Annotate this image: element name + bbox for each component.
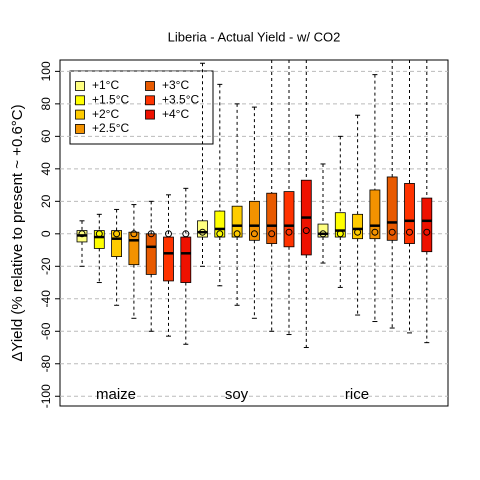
mean-marker (216, 230, 224, 238)
group-label: rice (345, 386, 369, 403)
legend-swatch (75, 81, 85, 91)
box (334, 212, 346, 238)
group-label: soy (225, 386, 249, 403)
box (128, 231, 140, 266)
y-tick-label: 80 (39, 97, 53, 111)
box (283, 191, 295, 248)
box (163, 236, 174, 282)
mean-marker (147, 230, 155, 238)
legend-label: +2.5°C (92, 121, 129, 135)
legend-swatch (75, 95, 85, 106)
mean-marker (250, 230, 258, 238)
y-tick-label: 100 (39, 61, 53, 81)
box (111, 230, 122, 257)
box (231, 205, 243, 238)
y-tick-label: 60 (39, 129, 53, 143)
mean-marker (113, 230, 121, 238)
mean-marker (199, 228, 206, 236)
chart-title: Liberia - Actual Yield - w/ CO2 (168, 29, 341, 44)
y-axis-label: ΔYield (% relative to present ~ +0.6°C) (9, 104, 26, 361)
box (248, 200, 260, 241)
legend-swatch (75, 124, 85, 134)
mean-marker (233, 230, 241, 238)
plot-frame (59, 59, 449, 407)
mean-marker (285, 228, 293, 236)
y-tick-label: -20 (39, 257, 53, 275)
box (180, 236, 192, 283)
legend-label: +2°C (92, 107, 119, 121)
y-tick-label: 40 (39, 162, 53, 176)
legend-label: +1.5°C (92, 92, 129, 106)
mean-marker (371, 228, 379, 236)
y-tick-label: -100 (39, 384, 53, 408)
mean-marker (336, 230, 344, 238)
legend (69, 70, 214, 145)
mean-marker (302, 227, 310, 235)
box (214, 210, 226, 238)
mean-marker (423, 228, 431, 236)
mean-marker (354, 228, 362, 236)
legend-label: +3°C (162, 78, 189, 92)
legend-label: +3.5°C (162, 92, 199, 106)
y-tick-label: 20 (39, 194, 53, 208)
mean-marker (268, 230, 276, 238)
legend-swatch (75, 109, 85, 120)
mean-marker (182, 230, 190, 238)
box (93, 230, 105, 249)
mean-marker (388, 228, 396, 236)
box (266, 192, 278, 244)
box (404, 183, 415, 244)
mean-marker (319, 230, 327, 238)
mean-marker (78, 230, 86, 238)
legend-label: +1°C (92, 78, 119, 92)
box (369, 189, 381, 240)
y-tick-label: 0 (39, 230, 53, 237)
mean-marker (165, 230, 172, 238)
box (386, 176, 398, 241)
box (421, 197, 433, 253)
mean-marker (130, 230, 138, 238)
legend-swatch (145, 81, 155, 91)
y-tick-label: -40 (39, 290, 53, 308)
mean-marker (95, 230, 103, 238)
box (352, 213, 364, 240)
legend-swatch (145, 95, 155, 106)
y-tick-label: -80 (39, 355, 53, 373)
box (145, 233, 157, 275)
mean-marker (406, 228, 413, 236)
group-label: maize (96, 386, 136, 403)
legend-label: +4°C (162, 107, 189, 121)
legend-swatch (145, 109, 155, 120)
y-tick-label: -60 (39, 322, 53, 340)
